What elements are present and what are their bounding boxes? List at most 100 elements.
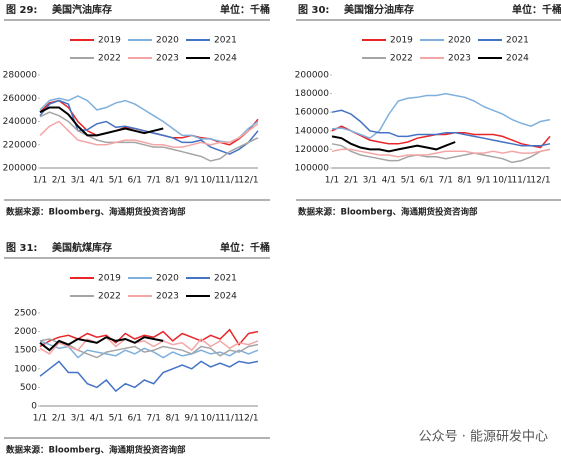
y-tick-label: 180000 bbox=[295, 89, 330, 99]
legend-label: 2021 bbox=[214, 36, 237, 46]
legend-label: 2024 bbox=[214, 292, 237, 302]
legend-label: 2019 bbox=[98, 274, 121, 284]
unit-label: 单位：千桶 bbox=[220, 241, 270, 254]
x-tick-label: 11/1 bbox=[219, 176, 239, 186]
x-tick-label: 5/1 bbox=[109, 176, 123, 186]
y-tick-label: 2000 bbox=[14, 327, 37, 337]
legend-label: 2021 bbox=[506, 36, 529, 46]
legend-label: 2021 bbox=[214, 274, 237, 284]
y-tick-label: 100000 bbox=[295, 164, 330, 174]
figure-label: 图 30: bbox=[298, 4, 329, 16]
x-tick-label: 11/1 bbox=[219, 414, 239, 424]
series-line bbox=[331, 125, 551, 149]
x-tick-label: 12/1 bbox=[238, 414, 258, 424]
legend-label: 2023 bbox=[156, 292, 179, 302]
y-tick-label: 2500 bbox=[14, 309, 37, 319]
series-line bbox=[39, 336, 164, 352]
legend-label: 2023 bbox=[156, 54, 179, 64]
x-tick-label: 1/1 bbox=[33, 414, 47, 424]
series-line bbox=[39, 120, 259, 148]
legend-label: 2019 bbox=[390, 36, 413, 46]
series-line bbox=[39, 95, 259, 144]
x-tick-label: 4/1 bbox=[90, 414, 104, 424]
y-tick-label: 240000 bbox=[3, 117, 38, 127]
x-tick-label: 11/1 bbox=[511, 176, 531, 186]
x-tick-label: 6/1 bbox=[128, 176, 142, 186]
x-tick-label: 7/1 bbox=[438, 176, 452, 186]
y-tick-label: 1000 bbox=[14, 364, 37, 374]
x-tick-label: 7/1 bbox=[146, 176, 160, 186]
y-tick-label: 0 bbox=[31, 402, 37, 412]
x-tick-label: 7/1 bbox=[146, 414, 160, 424]
y-tick-label: 220000 bbox=[3, 140, 38, 150]
legend-label: 2024 bbox=[506, 54, 529, 64]
unit-label: 单位：千桶 bbox=[512, 3, 561, 16]
x-tick-label: 5/1 bbox=[109, 414, 123, 424]
legend-label: 2022 bbox=[98, 292, 121, 302]
y-tick-label: 260000 bbox=[3, 94, 38, 104]
x-tick-label: 2/1 bbox=[52, 176, 66, 186]
chart: 图 31: 美国航煤库存 单位：千桶数据来源：Bloomberg、海通期货投资咨询部… bbox=[4, 241, 270, 456]
series-line bbox=[39, 99, 259, 146]
source-note: 数据来源：Bloomberg、海通期货投资咨询部 bbox=[6, 207, 186, 218]
series-line bbox=[39, 360, 259, 393]
x-tick-label: 4/1 bbox=[90, 176, 104, 186]
legend-label: 2024 bbox=[214, 54, 237, 64]
x-tick-label: 6/1 bbox=[128, 414, 142, 424]
legend-label: 2020 bbox=[448, 36, 471, 46]
x-tick-label: 5/1 bbox=[401, 176, 415, 186]
chart-title: 美国航煤库存 bbox=[52, 241, 112, 254]
series-line bbox=[39, 336, 259, 355]
chart-title: 美国馏分油库存 bbox=[344, 3, 414, 16]
legend-label: 2023 bbox=[448, 54, 471, 64]
legend-label: 2019 bbox=[98, 36, 121, 46]
series-line bbox=[331, 135, 456, 153]
figure-label: 图 31: bbox=[6, 242, 37, 254]
y-tick-label: 200000 bbox=[295, 71, 330, 81]
series-line bbox=[331, 143, 551, 164]
x-tick-label: 3/1 bbox=[71, 414, 85, 424]
x-tick-label: 12/1 bbox=[530, 176, 550, 186]
x-tick-label: 1/1 bbox=[325, 176, 339, 186]
x-tick-label: 9/1 bbox=[184, 414, 198, 424]
x-tick-label: 10/1 bbox=[200, 176, 220, 186]
series-line bbox=[39, 328, 259, 348]
y-tick-label: 140000 bbox=[295, 126, 330, 136]
x-tick-label: 2/1 bbox=[344, 176, 358, 186]
legend-label: 2020 bbox=[156, 274, 179, 284]
source-note: 数据来源：Bloomberg、海通期货投资咨询部 bbox=[6, 445, 186, 456]
y-tick-label: 160000 bbox=[295, 108, 330, 118]
legend-label: 2022 bbox=[98, 54, 121, 64]
x-tick-label: 6/1 bbox=[420, 176, 434, 186]
x-tick-label: 3/1 bbox=[71, 176, 85, 186]
x-tick-label: 2/1 bbox=[52, 414, 66, 424]
legend-label: 2022 bbox=[390, 54, 413, 64]
x-tick-label: 9/1 bbox=[184, 176, 198, 186]
x-tick-label: 12/1 bbox=[238, 176, 258, 186]
series-line bbox=[39, 106, 164, 137]
chart-title: 美国汽油库存 bbox=[52, 3, 112, 16]
x-tick-label: 4/1 bbox=[382, 176, 396, 186]
y-tick-label: 120000 bbox=[295, 145, 330, 155]
chart: 图 30: 美国馏分油库存 单位：千桶数据来源：Bloomberg、海通期货投资咨询… bbox=[295, 3, 561, 218]
source-note: 数据来源：Bloomberg、海通期货投资咨询部 bbox=[298, 207, 478, 218]
chart: 图 29: 美国汽油库存 单位：千桶数据来源：Bloomberg、海通期货投资咨询部… bbox=[3, 3, 270, 218]
x-tick-label: 8/1 bbox=[457, 176, 471, 186]
x-tick-label: 1/1 bbox=[33, 176, 47, 186]
x-tick-label: 10/1 bbox=[492, 176, 512, 186]
y-tick-label: 500 bbox=[20, 383, 37, 393]
x-tick-label: 3/1 bbox=[363, 176, 377, 186]
x-tick-label: 10/1 bbox=[200, 414, 220, 424]
series-line bbox=[39, 340, 259, 359]
series-line bbox=[331, 92, 551, 140]
series-line bbox=[331, 148, 551, 158]
x-tick-label: 9/1 bbox=[476, 176, 490, 186]
y-tick-label: 280000 bbox=[3, 71, 38, 81]
unit-label: 单位：千桶 bbox=[220, 3, 270, 16]
legend-label: 2020 bbox=[156, 36, 179, 46]
x-tick-label: 8/1 bbox=[165, 414, 179, 424]
watermark: 公众号 · 能源研发中心 bbox=[419, 429, 548, 445]
series-line bbox=[39, 111, 259, 162]
x-tick-label: 8/1 bbox=[165, 176, 179, 186]
